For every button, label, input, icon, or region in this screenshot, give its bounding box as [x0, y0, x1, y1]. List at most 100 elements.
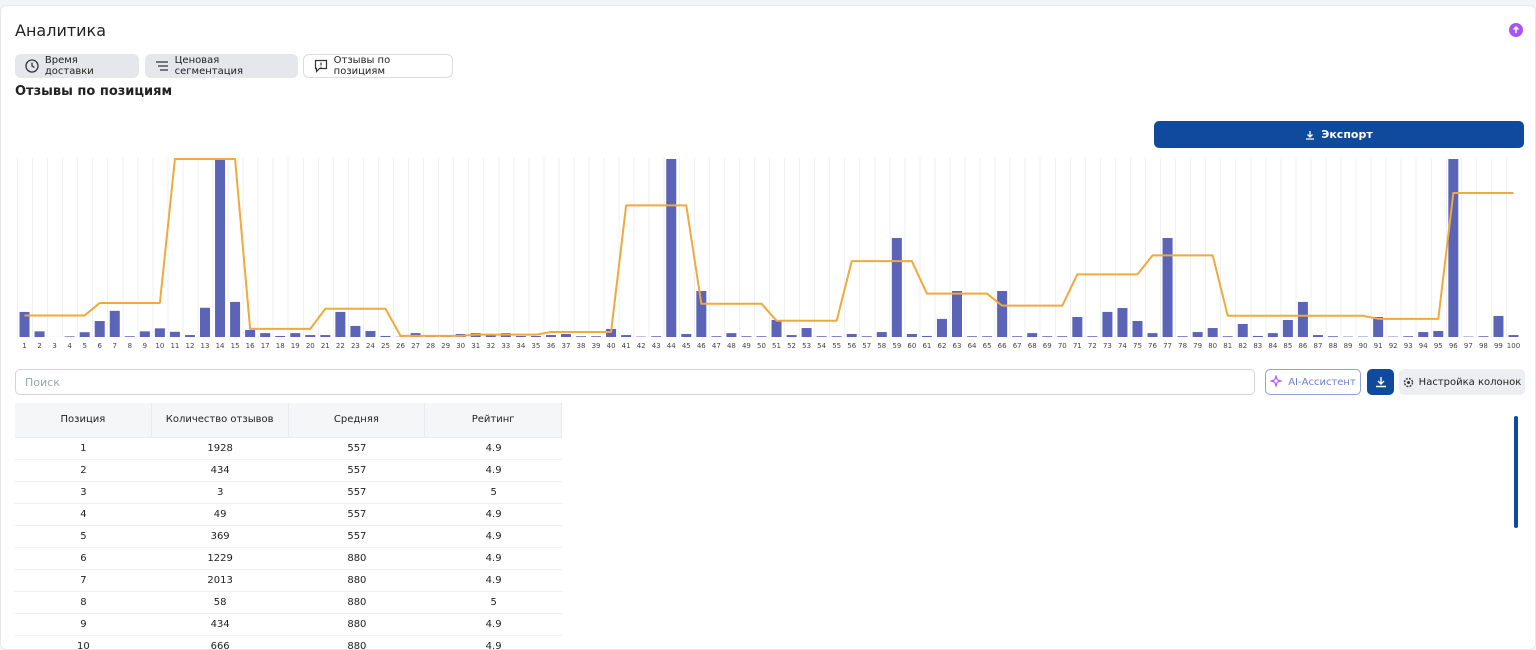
- x-tick-label: 55: [832, 342, 841, 350]
- bar: [110, 311, 120, 337]
- download-button[interactable]: [1367, 369, 1394, 395]
- bar: [1012, 336, 1022, 337]
- bar: [1298, 302, 1308, 337]
- x-tick-label: 44: [667, 342, 676, 350]
- x-tick-label: 32: [486, 342, 495, 350]
- table-cell: 49: [152, 504, 289, 525]
- bar: [982, 336, 992, 337]
- x-tick-label: 74: [1118, 342, 1127, 350]
- columns-button[interactable]: Настройка колонок: [1399, 369, 1525, 395]
- table-cell: 3: [152, 482, 289, 503]
- bar: [576, 336, 586, 337]
- table-cell: 557: [289, 438, 426, 459]
- bar: [1373, 317, 1383, 337]
- x-tick-label: 14: [216, 342, 225, 350]
- x-tick-label: 88: [1329, 342, 1338, 350]
- x-tick-label: 46: [697, 342, 706, 350]
- bar: [802, 328, 812, 337]
- x-tick-label: 12: [185, 342, 194, 350]
- bar: [1072, 317, 1082, 337]
- x-tick-label: 65: [983, 342, 992, 350]
- x-tick-label: 24: [366, 342, 375, 350]
- x-tick-label: 39: [592, 342, 601, 350]
- bar: [1313, 335, 1323, 337]
- table-cell: 880: [289, 592, 426, 613]
- bar: [65, 336, 75, 337]
- x-tick-label: 81: [1223, 342, 1232, 350]
- column-header: Средняя: [289, 403, 426, 437]
- column-header: Количество отзывов: [152, 403, 289, 437]
- table-cell: 58: [152, 592, 289, 613]
- table-cell: 2013: [152, 570, 289, 591]
- table-cell: 1229: [152, 548, 289, 569]
- ai-button[interactable]: AI-Ассистент: [1265, 369, 1361, 395]
- x-tick-label: 3: [52, 342, 56, 350]
- bar: [1508, 335, 1518, 337]
- x-tick-label: 70: [1058, 342, 1067, 350]
- table-cell: 557: [289, 504, 426, 525]
- bar: [1163, 238, 1173, 337]
- bar: [1193, 332, 1203, 337]
- button-label: Настройка колонок: [1419, 377, 1522, 388]
- x-tick-label: 42: [637, 342, 646, 350]
- bar: [1283, 320, 1293, 337]
- button-label: AI-Ассистент: [1288, 377, 1356, 388]
- x-tick-label: 17: [261, 342, 270, 350]
- x-tick-label: 10: [155, 342, 164, 350]
- bar: [1042, 336, 1052, 337]
- x-tick-label: 21: [321, 342, 330, 350]
- x-tick-label: 26: [396, 342, 405, 350]
- bar: [756, 336, 766, 337]
- x-tick-label: 62: [937, 342, 946, 350]
- x-tick-label: 33: [501, 342, 510, 350]
- x-tick-label: 43: [652, 342, 661, 350]
- x-tick-label: 84: [1268, 342, 1277, 350]
- x-tick-label: 59: [892, 342, 901, 350]
- x-tick-label: 54: [817, 342, 826, 350]
- bar: [546, 335, 556, 337]
- bar: [1268, 333, 1278, 337]
- x-tick-label: 57: [862, 342, 871, 350]
- x-tick-label: 4: [67, 342, 72, 350]
- search-input[interactable]: Поиск: [15, 369, 1255, 395]
- scrollbar[interactable]: [1514, 416, 1518, 528]
- bar: [320, 335, 330, 337]
- x-tick-label: 85: [1283, 342, 1292, 350]
- x-tick-label: 53: [802, 342, 811, 350]
- column-header: Позиция: [15, 403, 152, 437]
- bar: [365, 331, 375, 337]
- x-tick-label: 49: [742, 342, 751, 350]
- table-cell: 557: [289, 526, 426, 547]
- x-tick-label: 8: [128, 342, 132, 350]
- bar: [741, 336, 751, 337]
- bar: [937, 319, 947, 337]
- bar: [1328, 336, 1338, 337]
- table-cell: 434: [152, 460, 289, 481]
- bar: [666, 159, 676, 337]
- bar: [260, 333, 270, 337]
- x-tick-label: 27: [411, 342, 420, 350]
- x-tick-label: 92: [1389, 342, 1398, 350]
- x-tick-label: 36: [546, 342, 555, 350]
- bar: [80, 332, 90, 337]
- x-tick-label: 100: [1507, 342, 1520, 350]
- x-tick-label: 37: [561, 342, 570, 350]
- x-tick-label: 86: [1298, 342, 1307, 350]
- x-tick-label: 35: [531, 342, 540, 350]
- bar: [651, 336, 661, 337]
- bar: [1238, 324, 1248, 337]
- x-tick-label: 78: [1178, 342, 1187, 350]
- bar: [35, 331, 45, 337]
- bar: [170, 332, 180, 337]
- bar: [200, 308, 210, 337]
- x-tick-label: 99: [1494, 342, 1503, 350]
- x-tick-label: 50: [757, 342, 766, 350]
- analytics-panel: Аналитика Время доставки Ценовая сегмент…: [0, 5, 1536, 650]
- bar: [95, 321, 105, 337]
